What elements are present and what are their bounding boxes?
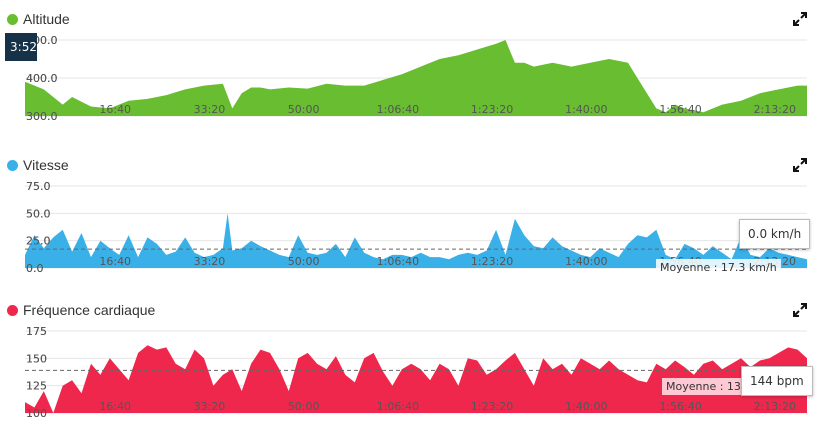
altitude-ytick-overlay: 400.0 <box>26 72 58 85</box>
heart-rate-ytick-overlay: 175 <box>26 325 47 338</box>
altitude-ytick-overlay: 300.0 <box>26 110 58 123</box>
heart-rate-xtick-label: 16:40 <box>99 400 131 413</box>
heart-rate-ytick-overlay: 150 <box>26 352 47 365</box>
speed-tooltip: 0.0 km/h <box>739 219 811 249</box>
speed-ytick-overlay: 75.0 <box>26 180 51 193</box>
altitude-title-row: Altitude <box>7 11 70 27</box>
expand-icon[interactable] <box>793 12 807 26</box>
heart-rate-tooltip: 144 bpm <box>741 366 813 396</box>
speed-xtick-label: 1:06:40 <box>377 255 419 268</box>
heart-rate-xtick-label: 50:00 <box>288 400 320 413</box>
heart-rate-ytick-label: 125 <box>26 380 47 393</box>
speed-xtick-label: 1:40:00 <box>565 255 607 268</box>
heart-rate-ytick-label: 175 <box>26 325 47 338</box>
time-cursor-badge: 3:52 <box>5 33 37 61</box>
speed-average-label: Moyenne : 17.3 km/h <box>656 259 781 276</box>
altitude-xtick-label: 50:00 <box>288 103 320 116</box>
speed-xtick-label: 1:23:20 <box>471 255 513 268</box>
altitude-xtick-label: 33:20 <box>194 103 226 116</box>
speed-legend-dot <box>7 159 18 171</box>
altitude-area-series <box>25 40 807 116</box>
speed-ytick-overlay: 50.0 <box>26 207 51 220</box>
altitude-ytick-label: 400.0 <box>26 72 58 85</box>
altitude-xtick-label: 1:23:20 <box>471 103 513 116</box>
heart-rate-xtick-label: 1:56:40 <box>659 400 701 413</box>
altitude-legend-dot <box>7 13 18 25</box>
speed-xtick-label: 16:40 <box>99 255 131 268</box>
speed-ytick-overlay: 0.0 <box>26 262 44 275</box>
altitude-panel: Altitude 500.0 400.0 300.0 500.0 400.0 300.0 1… <box>0 0 817 140</box>
speed-title-row: Vitesse <box>7 157 69 173</box>
expand-icon[interactable] <box>793 158 807 172</box>
heart-rate-legend-dot <box>7 304 18 316</box>
heart-rate-title-row: Fréquence cardiaque <box>7 302 155 318</box>
speed-title: Vitesse <box>23 157 69 173</box>
speed-panel: Vitesse 75.050.025.00.075.050.025.00.016… <box>0 146 817 286</box>
altitude-title: Altitude <box>23 11 70 27</box>
speed-ytick-overlay: 25.0 <box>26 235 51 248</box>
heart-rate-xtick-label: 33:20 <box>194 400 226 413</box>
speed-xtick-label: 33:20 <box>194 255 226 268</box>
heart-rate-title: Fréquence cardiaque <box>23 302 156 318</box>
heart-rate-xtick-label: 1:06:40 <box>377 400 419 413</box>
heart-rate-xtick-label: 1:23:20 <box>471 400 513 413</box>
heart-rate-panel: Fréquence cardiaque 175 150 125 100 175 150 12… <box>0 291 817 431</box>
altitude-xtick-label: 16:40 <box>99 103 131 116</box>
heart-rate-xtick-label: 1:40:00 <box>565 400 607 413</box>
altitude-xtick-label: 1:40:00 <box>565 103 607 116</box>
heart-rate-xtick-label: 2:13:20 <box>754 400 796 413</box>
speed-area-series <box>25 213 807 268</box>
heart-rate-ytick-overlay: 100 <box>26 407 47 420</box>
speed-xtick-label: 50:00 <box>288 255 320 268</box>
speed-ytick-label: 50.0 <box>26 207 51 220</box>
altitude-xtick-label: 2:13:20 <box>754 103 796 116</box>
heart-rate-ytick-label: 150 <box>26 352 47 365</box>
heart-rate-area-series <box>25 345 807 413</box>
expand-icon[interactable] <box>793 303 807 317</box>
altitude-xtick-label: 1:56:40 <box>659 103 701 116</box>
speed-ytick-label: 75.0 <box>26 180 51 193</box>
altitude-xtick-label: 1:06:40 <box>377 103 419 116</box>
heart-rate-ytick-overlay: 125 <box>26 380 47 393</box>
